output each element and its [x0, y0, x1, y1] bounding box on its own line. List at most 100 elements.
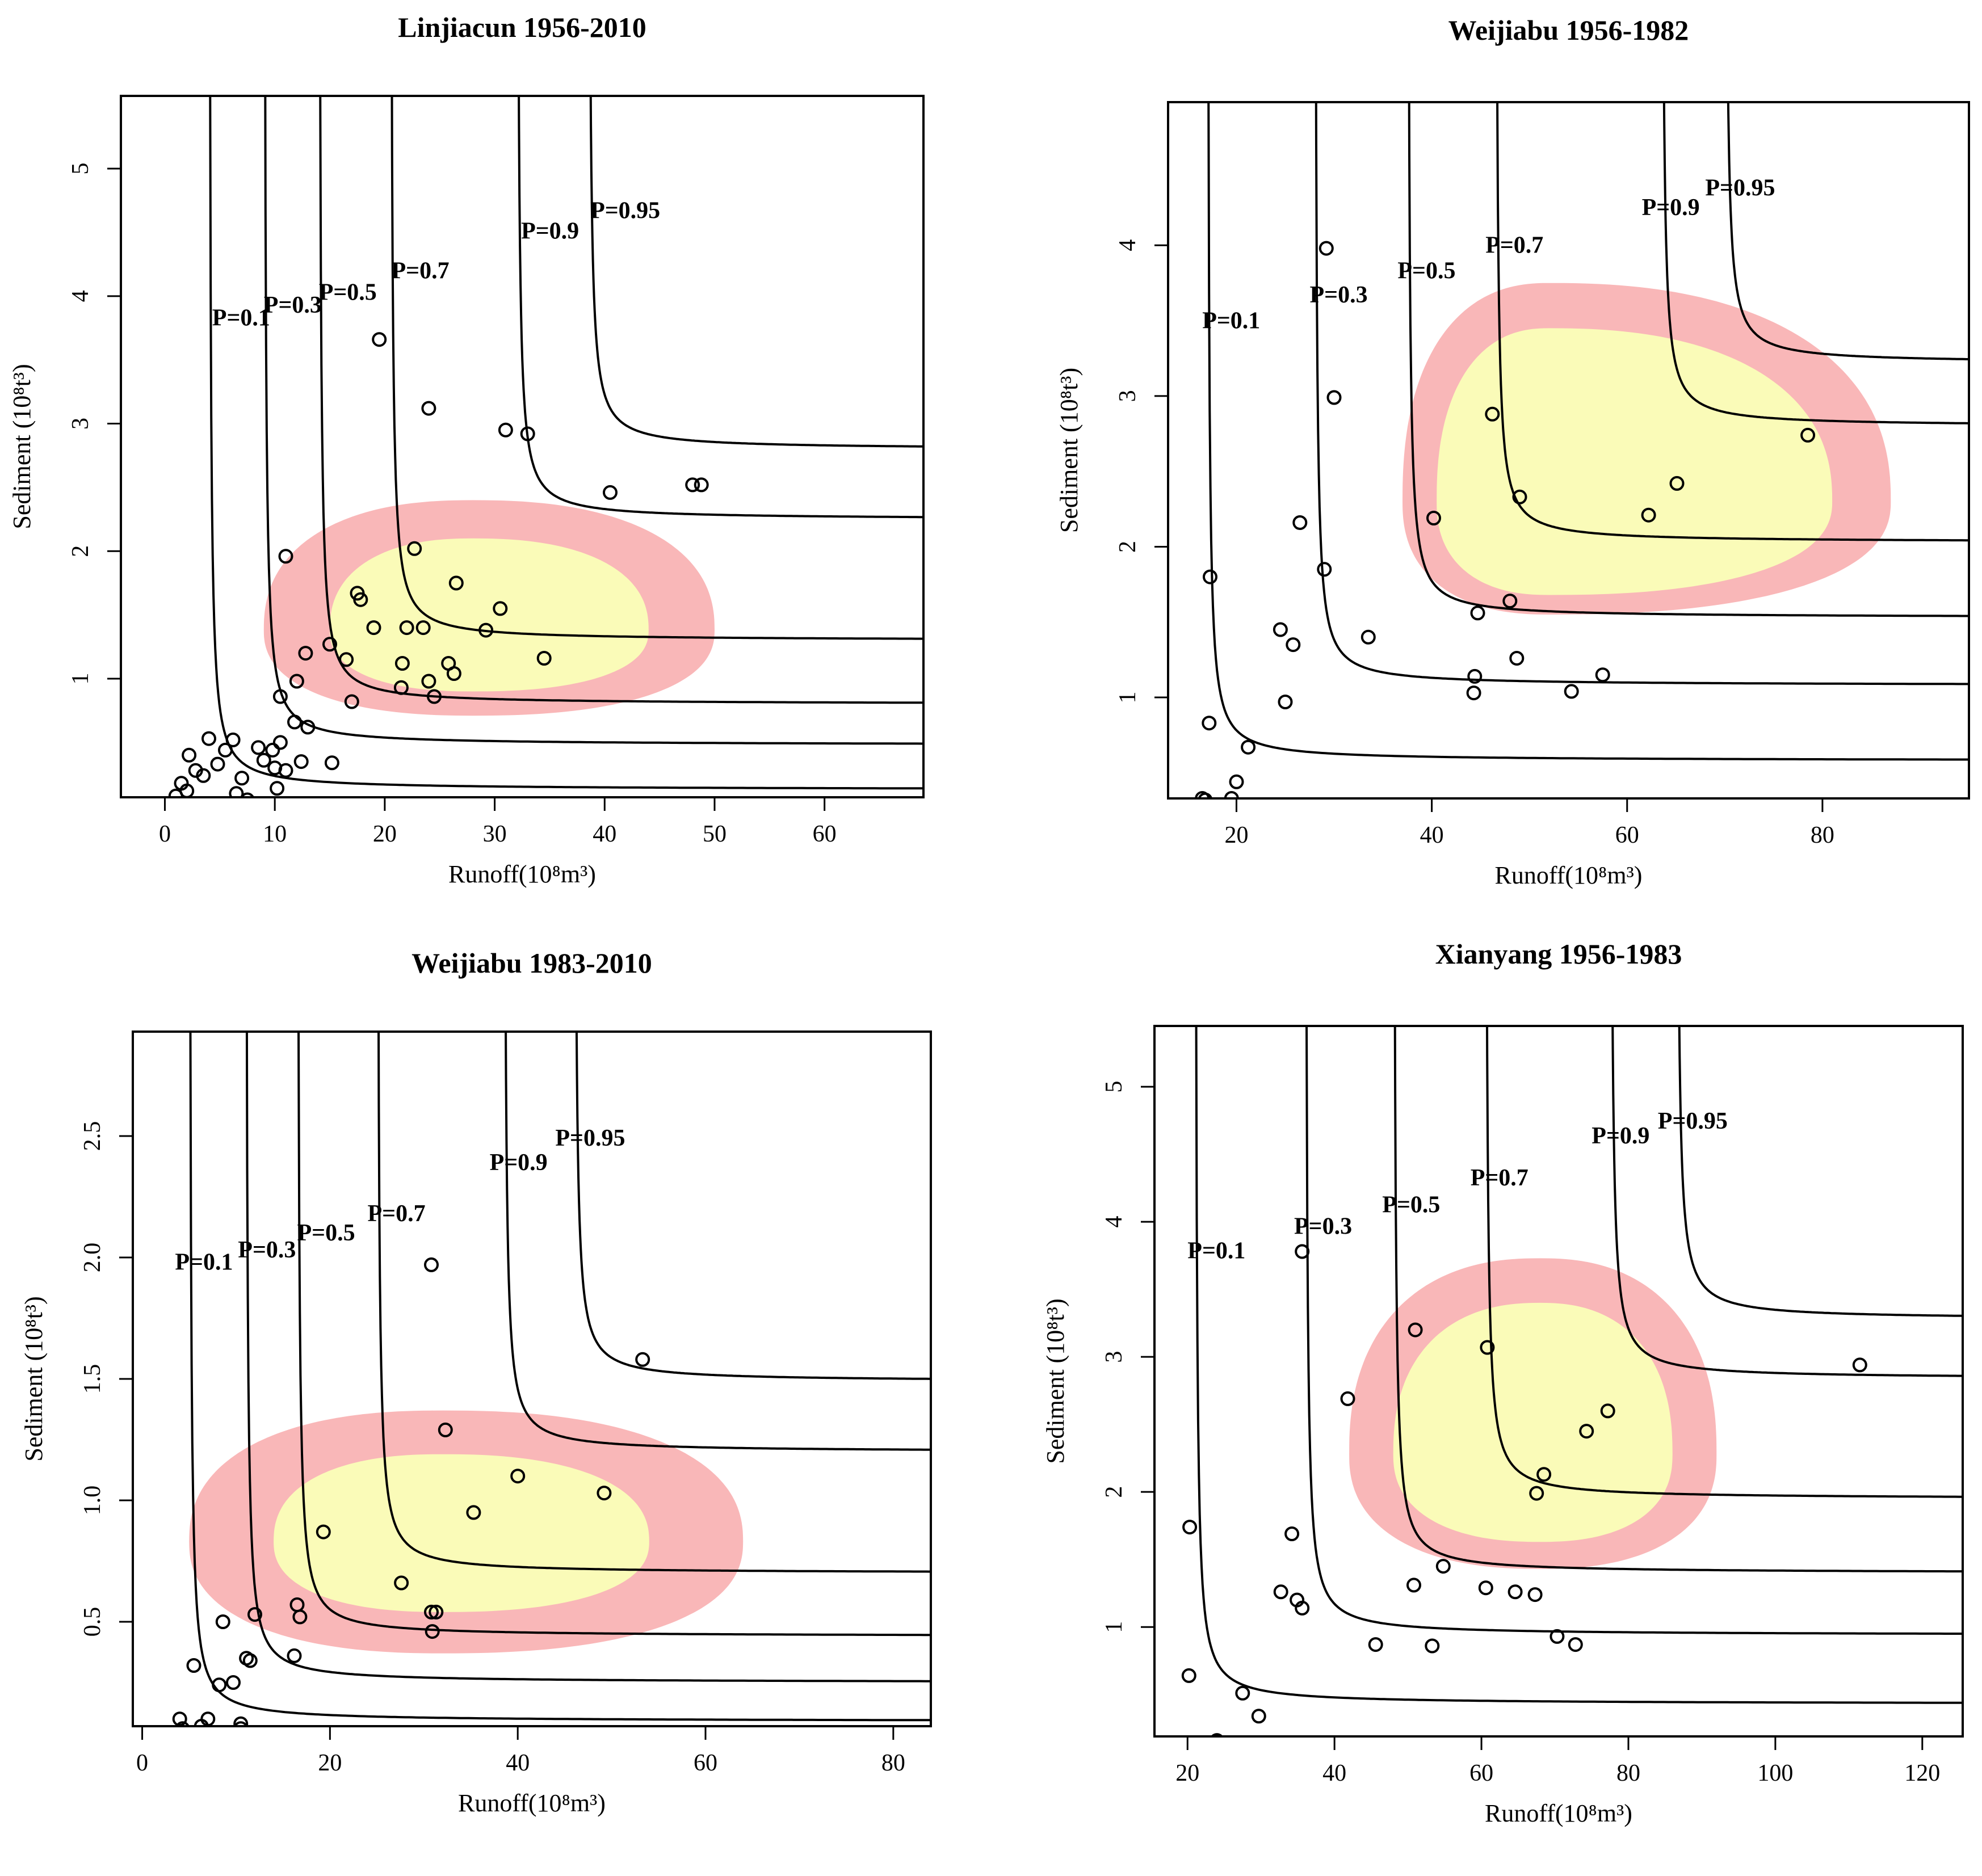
probability-curve-P=0.1: [209, 96, 923, 790]
data-point: [292, 1609, 308, 1625]
data-point: [448, 575, 464, 591]
curve-label: P=0.95: [1705, 175, 1775, 201]
data-point: [1508, 1584, 1523, 1600]
data-point: [1408, 1322, 1423, 1337]
data-point: [694, 477, 709, 493]
chart-panel-4: P=0.1 P=0.3 P=0.5 P=0.7 P=0.9 P=0.95 20 40 60 80 1…: [1042, 938, 1964, 1827]
data-point: [1317, 562, 1332, 577]
plot-area: [168, 96, 923, 797]
x-tick-label: 20: [1175, 1760, 1199, 1786]
y-tick-label: 2.5: [79, 1121, 106, 1151]
probability-curve-P=0.95: [1678, 1026, 1963, 1317]
data-point: [1550, 1629, 1565, 1644]
data-point: [635, 1352, 650, 1367]
data-point: [234, 771, 250, 786]
data-point: [293, 754, 309, 769]
y-axis-label: Sediment (10⁸t³): [8, 364, 36, 529]
plot-frame: [1167, 101, 1970, 800]
plot-area: [1195, 102, 1969, 798]
data-point: [427, 689, 442, 704]
y-axis-label: Sediment (10⁸t³): [20, 1296, 48, 1461]
curve-label: P=0.5: [319, 280, 377, 306]
data-point: [685, 477, 700, 493]
data-point: [478, 622, 494, 638]
data-point: [1211, 1733, 1223, 1736]
data-point: [287, 1648, 302, 1663]
curve-label: P=0.9: [521, 218, 579, 245]
y-axis-label: Sediment (10⁸t³): [1055, 368, 1083, 533]
x-tick-label: 40: [1322, 1760, 1346, 1786]
data-point: [1229, 774, 1244, 789]
data-point: [339, 652, 354, 667]
data-point: [536, 651, 552, 666]
data-point: [247, 1607, 262, 1622]
inner-region: [1437, 328, 1833, 595]
data-point: [1295, 1244, 1310, 1259]
data-point: [1195, 791, 1210, 798]
data-point: [324, 755, 339, 771]
y-tick-label: 1: [68, 673, 94, 685]
data-point: [1203, 569, 1217, 584]
data-point: [226, 1675, 241, 1690]
probability-curve-P=0.1: [189, 1032, 931, 1722]
curve-label: P=0.7: [1471, 1165, 1529, 1191]
data-point: [218, 742, 233, 758]
probability-curve-P=0.1: [1207, 102, 1969, 761]
data-point: [316, 1524, 331, 1540]
y-tick-label: 1: [1101, 1621, 1127, 1633]
data-point: [425, 1624, 440, 1639]
x-axis-label: Runoff(10⁸m³): [458, 1789, 606, 1817]
data-point: [1340, 1391, 1355, 1406]
data-point: [1318, 241, 1334, 256]
x-tick-label: 30: [483, 821, 507, 847]
curve-label: P=0.5: [1397, 258, 1455, 284]
data-point: [1435, 1559, 1451, 1574]
y-tick-label: 4: [1115, 239, 1141, 251]
curve-label: P=0.5: [297, 1220, 355, 1246]
probability-curve-P=0.3: [245, 1032, 931, 1682]
data-point: [1512, 489, 1527, 504]
curve-label: P=0.1: [212, 305, 270, 331]
data-point: [1273, 622, 1288, 637]
y-tick-label: 2.0: [79, 1243, 106, 1273]
y-tick-label: 1.0: [79, 1486, 106, 1516]
data-point: [265, 742, 280, 758]
probability-curve-P=0.7: [1496, 102, 1969, 542]
x-tick-label: 100: [1757, 1760, 1793, 1786]
curve-label: P=0.9: [1642, 195, 1700, 221]
chart-title: Weijiabu 1983-2010: [411, 947, 652, 979]
x-tick-label: 20: [1224, 822, 1248, 848]
x-tick-label: 20: [318, 1750, 342, 1776]
data-point: [1273, 1584, 1288, 1600]
probability-curve-P=0.95: [575, 1032, 931, 1380]
data-point: [353, 592, 368, 607]
data-point: [510, 1469, 526, 1484]
data-point: [182, 747, 197, 763]
data-point: [1509, 651, 1525, 666]
data-point: [1600, 1403, 1615, 1419]
x-axis-label: Runoff(10⁸m³): [1495, 861, 1643, 889]
probability-curve-P=0.5: [1408, 102, 1969, 617]
data-point: [278, 763, 293, 778]
curve-label: P=0.7: [368, 1201, 426, 1227]
probability-curve-P=0.9: [518, 96, 923, 519]
x-tick-label: 60: [694, 1750, 717, 1776]
data-point: [424, 1604, 439, 1620]
curve-label: P=0.1: [1187, 1238, 1245, 1264]
y-tick-label: 4: [68, 290, 94, 302]
curve-label: P=0.3: [264, 292, 322, 318]
data-point: [344, 694, 359, 709]
data-point: [240, 792, 254, 797]
data-point: [233, 1716, 249, 1726]
probability-curve-P=0.9: [1611, 1026, 1963, 1377]
data-point: [1187, 1738, 1200, 1751]
data-point: [175, 1721, 190, 1726]
probability-curve-P=0.5: [319, 96, 923, 704]
data-point: [603, 485, 618, 500]
x-tick-label: 60: [813, 821, 837, 847]
curve-label: P=0.5: [1382, 1192, 1440, 1218]
inner-region: [274, 1454, 649, 1612]
data-point: [1641, 507, 1656, 523]
data-point: [1182, 1520, 1198, 1535]
curve-label: P=0.9: [1592, 1123, 1649, 1149]
